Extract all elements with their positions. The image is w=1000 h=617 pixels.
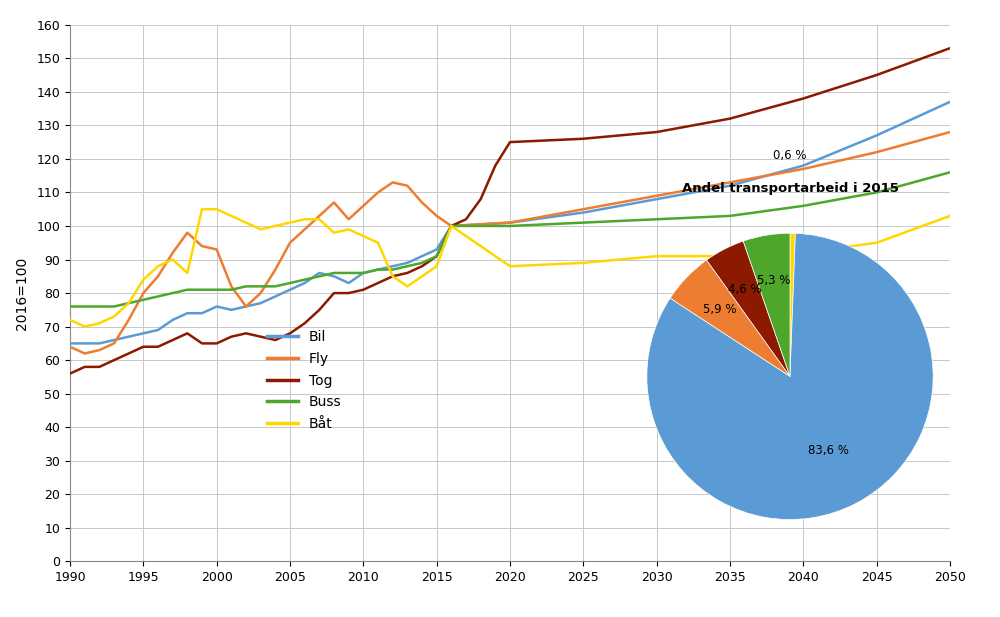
Text: 4,6 %: 4,6 % — [728, 283, 762, 296]
Wedge shape — [790, 233, 795, 376]
Text: 83,6 %: 83,6 % — [808, 444, 849, 457]
Wedge shape — [647, 233, 933, 520]
Wedge shape — [743, 233, 790, 376]
Text: 0,6 %: 0,6 % — [773, 149, 807, 162]
Legend: Bil, Fly, Tog, Buss, Båt: Bil, Fly, Tog, Buss, Båt — [262, 325, 347, 436]
Title: Andel transportarbeid i 2015: Andel transportarbeid i 2015 — [682, 182, 898, 195]
Wedge shape — [707, 241, 790, 376]
Wedge shape — [670, 260, 790, 376]
Text: 5,3 %: 5,3 % — [757, 274, 791, 287]
Text: 5,9 %: 5,9 % — [703, 302, 736, 315]
Y-axis label: 2016=100: 2016=100 — [15, 257, 29, 329]
